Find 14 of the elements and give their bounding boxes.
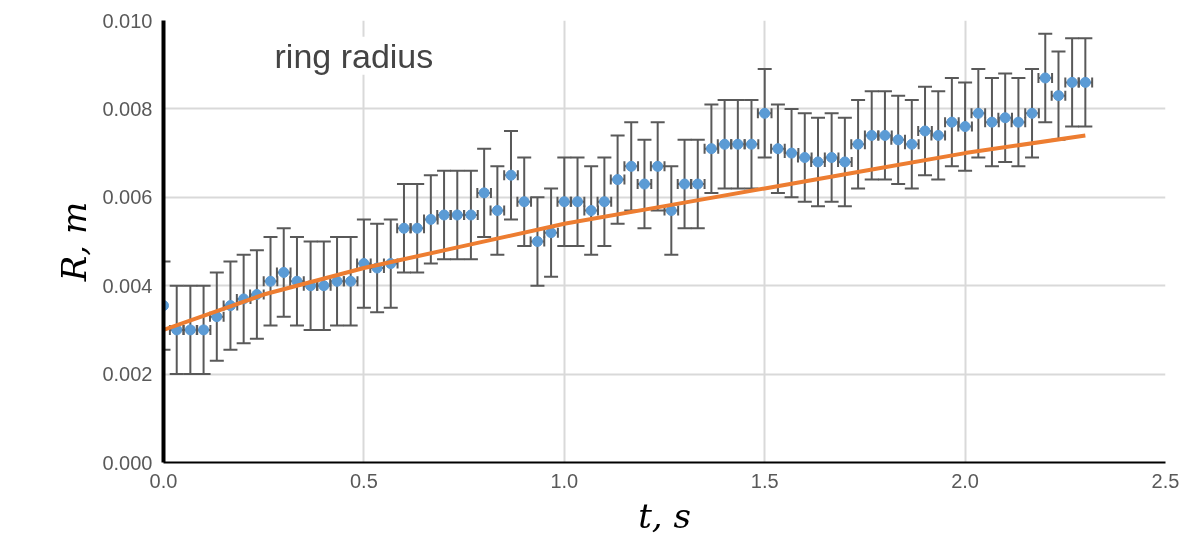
x-tick-label: 2.5 (1151, 469, 1180, 492)
y-tick-label: 0.008 (102, 97, 153, 120)
x-axis-title: t, s (638, 495, 691, 536)
y-tick-label: 0.004 (102, 274, 153, 297)
y-tick-label: 0.010 (102, 9, 153, 32)
line-series (163, 133, 1088, 332)
x-tick-label: 1.5 (750, 469, 779, 492)
x-tick-label: 1.0 (550, 469, 579, 492)
y-axis-title: R, m (54, 201, 95, 283)
text: ring radius (274, 36, 434, 75)
x-tick-label: 0.5 (350, 469, 378, 492)
y-tick-label: 0.006 (102, 186, 153, 209)
y-tick-label: 0.002 (102, 363, 153, 386)
x-tick-label: 2.0 (951, 469, 980, 492)
